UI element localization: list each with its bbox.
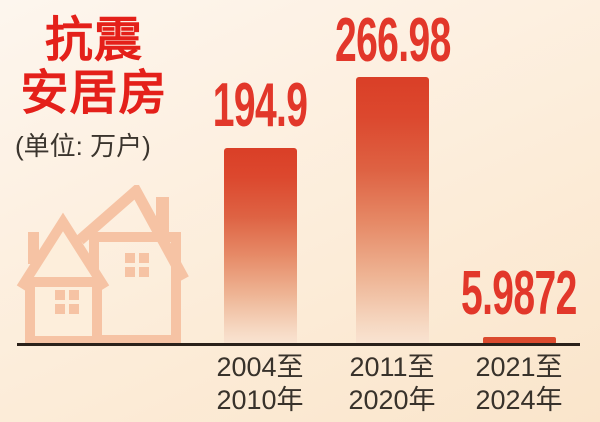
chart-title-line2: 安居房 <box>20 67 168 120</box>
value-text: 5.9872 <box>461 259 577 328</box>
unit-label: (单位: 万户) <box>15 131 151 161</box>
roof-fill <box>25 222 101 282</box>
x-label-line2: 2020年 <box>348 385 436 415</box>
x-label-line2: 2024年 <box>475 385 563 415</box>
value-text: 194.9 <box>212 71 308 140</box>
chimney-icon <box>28 232 39 264</box>
x-label-line1: 2004至 <box>216 352 304 382</box>
roof-icon <box>16 212 110 291</box>
value-label-2011-2020: 266.98 <box>283 10 503 72</box>
houses-watermark-icon <box>16 185 189 346</box>
window-icon <box>55 290 79 314</box>
x-label-2004-2010: 2004至 2010年 <box>190 351 330 417</box>
x-label-2011-2020: 2011至 2020年 <box>322 351 462 417</box>
x-label-2021-2024: 2021至 2024年 <box>449 351 589 417</box>
house-icon-front <box>16 212 110 346</box>
x-label-line1: 2021至 <box>475 352 563 382</box>
chart-title: 抗震 安居房 <box>18 14 170 120</box>
roof-icon <box>76 185 189 282</box>
x-axis-line <box>17 343 580 346</box>
chart-title-line1: 抗震 <box>44 14 143 67</box>
x-label-line1: 2011至 <box>349 352 435 382</box>
value-label-2021-2024: 5.9872 <box>409 263 600 325</box>
window-icon <box>125 253 149 277</box>
bar-2011-2020 <box>356 77 429 343</box>
bar-2021-2024 <box>483 337 556 344</box>
value-text: 266.98 <box>335 6 451 75</box>
bar-2004-2010 <box>224 148 297 343</box>
x-label-line2: 2010年 <box>216 385 304 415</box>
value-label-2004-2010: 194.9 <box>150 75 370 137</box>
